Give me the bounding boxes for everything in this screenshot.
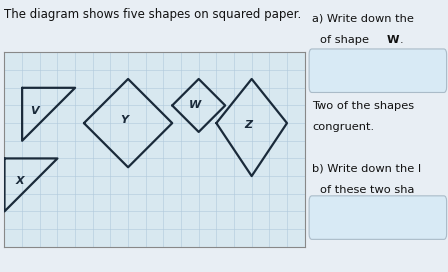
Text: V: V bbox=[30, 106, 39, 116]
Text: b) Write down the l: b) Write down the l bbox=[312, 163, 421, 173]
Text: X: X bbox=[15, 176, 24, 186]
Text: Two of the shapes: Two of the shapes bbox=[312, 101, 414, 111]
Text: .: . bbox=[400, 35, 403, 45]
FancyBboxPatch shape bbox=[309, 196, 447, 239]
FancyBboxPatch shape bbox=[309, 49, 447, 92]
Text: The diagram shows five shapes on squared paper.: The diagram shows five shapes on squared… bbox=[4, 8, 302, 21]
Text: Y: Y bbox=[121, 115, 129, 125]
Text: W: W bbox=[387, 35, 400, 45]
Text: congruent.: congruent. bbox=[312, 122, 374, 132]
Text: Z: Z bbox=[244, 120, 252, 130]
Text: W: W bbox=[189, 100, 201, 110]
Text: a) Write down the: a) Write down the bbox=[312, 14, 414, 24]
Text: of shape: of shape bbox=[320, 35, 373, 45]
Text: of these two sha: of these two sha bbox=[320, 185, 414, 195]
